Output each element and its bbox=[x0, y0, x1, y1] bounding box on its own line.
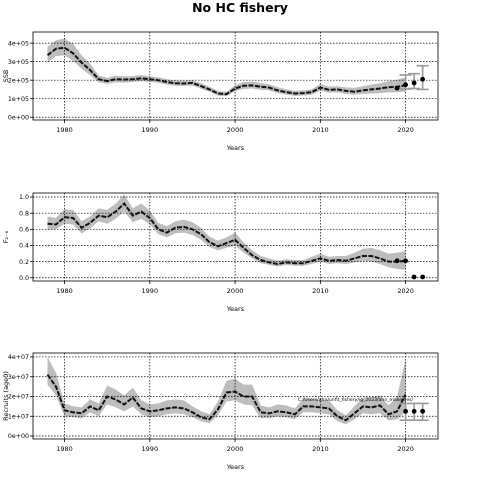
x-tick-label: 1980 bbox=[56, 126, 73, 134]
projection-point bbox=[411, 274, 417, 280]
plot-frame bbox=[32, 352, 439, 440]
ssb-panel: 1980 1990 2000 2010 2020 0e+00 1e+05 2e+05 3e+05… bbox=[2, 31, 439, 152]
y-tick-label: 1.0 bbox=[19, 194, 29, 201]
confidence-band bbox=[47, 38, 406, 97]
x-tick-label: 2010 bbox=[312, 126, 329, 134]
x-tick-label: 1980 bbox=[56, 287, 73, 295]
x-tick-label: 2010 bbox=[312, 287, 329, 295]
projection-point bbox=[394, 258, 400, 264]
x-tick-label: 2020 bbox=[397, 126, 414, 134]
x-tick-label: 2020 bbox=[397, 287, 414, 295]
plot-frame bbox=[32, 192, 439, 282]
y-tick-label: 3e+07 bbox=[8, 374, 29, 381]
y-tick-label: 4e+07 bbox=[8, 354, 29, 361]
y-axis-label: Recruits (age0) bbox=[2, 371, 10, 421]
x-tick-label: 2010 bbox=[312, 445, 329, 453]
projection-point bbox=[403, 408, 408, 414]
projection-point bbox=[411, 80, 417, 86]
y-tick-label: 3e+05 bbox=[8, 59, 29, 66]
y-tick-label: 0.0 bbox=[19, 275, 29, 282]
x-axis-label: Years bbox=[226, 305, 245, 313]
y-tick-label: 1e+07 bbox=[8, 413, 29, 420]
projection-point bbox=[403, 258, 408, 264]
y-tick-label: 0e+00 bbox=[8, 114, 29, 121]
y-tick-label: 0.8 bbox=[19, 210, 29, 217]
path-annotation: C:/Users/ahn/unfit_fishery/ig_2023/ahn_m… bbox=[298, 397, 414, 403]
projection-point bbox=[403, 82, 408, 88]
projection-point bbox=[411, 408, 417, 414]
y-tick-label: 0.6 bbox=[19, 227, 29, 234]
recruitment-panel: 1980 1990 2000 2010 2020 0e+00 1e+07 2e+07 3e+07… bbox=[2, 352, 439, 471]
projection-point bbox=[420, 408, 426, 414]
estimate-line bbox=[46, 46, 406, 96]
y-tick-label: 2e+05 bbox=[8, 77, 29, 84]
x-tick-label: 2020 bbox=[397, 445, 414, 453]
y-tick-label: 0.4 bbox=[19, 243, 29, 250]
x-tick-label: 2000 bbox=[227, 445, 244, 453]
x-axis-label: Years bbox=[226, 144, 245, 152]
x-tick-label: 2000 bbox=[227, 287, 244, 295]
y-tick-label: 0e+00 bbox=[8, 433, 29, 440]
x-tick-label: 2000 bbox=[227, 126, 244, 134]
fishing-mortality-panel: 1980 1990 2000 2010 2020 0.0 0.2 0.4 0.6 0.8 1.0 Ye… bbox=[2, 192, 439, 313]
chart-title: No HC fishery bbox=[192, 0, 288, 15]
x-axis-label: Years bbox=[226, 463, 245, 471]
projection-point bbox=[420, 76, 426, 82]
x-tick-label: 1980 bbox=[56, 445, 73, 453]
x-tick-label: 1990 bbox=[142, 126, 159, 134]
plot-frame bbox=[32, 31, 439, 121]
y-axis-label: F₂₋₆ bbox=[2, 230, 10, 243]
estimate-line bbox=[47, 201, 406, 266]
y-tick-label: 4e+05 bbox=[8, 40, 29, 47]
estimate-line bbox=[46, 374, 407, 422]
y-tick-label: 1e+05 bbox=[8, 96, 29, 103]
projection-point bbox=[420, 274, 426, 280]
y-tick-label: 2e+07 bbox=[8, 394, 29, 401]
x-tick-label: 1990 bbox=[142, 445, 159, 453]
y-axis-label: SSB bbox=[2, 70, 10, 83]
projection-point bbox=[394, 85, 400, 91]
x-tick-label: 1990 bbox=[142, 287, 159, 295]
y-tick-label: 0.2 bbox=[19, 259, 29, 266]
